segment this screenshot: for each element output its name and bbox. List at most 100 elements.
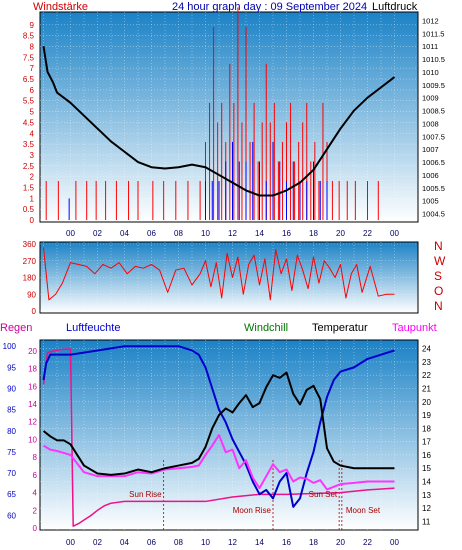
wind-tick-label: 3 <box>30 151 35 160</box>
x-tick-label: 10 <box>201 229 210 238</box>
legend-windchill: Windchill <box>244 322 288 334</box>
temperature-tick-label: 22 <box>422 371 431 380</box>
wind-tick-label: 0 <box>30 216 35 225</box>
temperature-tick-label: 13 <box>422 491 431 500</box>
wind-tick-label: 2.5 <box>23 162 35 171</box>
temperature-tick-label: 20 <box>422 398 431 407</box>
wind-tick-label: 5 <box>30 108 35 117</box>
compass-label: W <box>434 254 446 268</box>
wind-tick-label: 1 <box>30 194 35 203</box>
pressure-tick-label: 1005.5 <box>422 184 445 193</box>
humidity-tick-label: 90 <box>7 385 16 394</box>
humidity-line <box>42 345 395 508</box>
x-tick-label: 12 <box>228 229 237 238</box>
humidity-tick-label: 80 <box>7 427 16 436</box>
compass-label: S <box>434 269 442 283</box>
event-marker-label: Moon Rise <box>233 506 272 515</box>
legend-dewpoint: Taupunkt <box>392 322 437 334</box>
humidity-tick-label: 95 <box>7 363 16 372</box>
x-tick-label: 04 <box>120 229 129 238</box>
wind-tick-label: 2 <box>30 173 35 182</box>
event-marker-label: Sun Rise <box>129 490 162 499</box>
x-tick-label: 22 <box>363 229 372 238</box>
panel-wind-pressure <box>39 11 419 223</box>
legend-humidity: Luftfeuchte <box>66 322 120 334</box>
x-tick-label: 20 <box>336 538 345 547</box>
pressure-tick-label: 1009 <box>422 94 439 103</box>
pressure-tick-label: 1012 <box>422 16 439 25</box>
rain-tick-label: 18 <box>28 365 37 374</box>
pressure-tick-label: 1010 <box>422 68 439 77</box>
humidity-tick-label: 70 <box>7 469 16 478</box>
wind-tick-label: 5.5 <box>23 97 35 106</box>
x-tick-label: 00 <box>66 229 75 238</box>
legend-rain: Regen <box>0 322 32 334</box>
pressure-line <box>42 46 396 197</box>
event-marker-label: Sun Set <box>309 490 338 499</box>
rain-tick-label: 10 <box>28 435 37 444</box>
humidity-tick-label: 85 <box>7 406 16 415</box>
humidity-tick-label: 100 <box>3 342 17 351</box>
wind-tick-label: 3.5 <box>23 140 35 149</box>
temperature-tick-label: 24 <box>422 345 431 354</box>
wind-tick-label: 0.5 <box>23 205 35 214</box>
temperature-tick-label: 14 <box>422 478 431 487</box>
rain-tick-label: 12 <box>28 418 37 427</box>
x-tick-label: 06 <box>147 538 156 547</box>
x-tick-label: 10 <box>201 538 210 547</box>
rain-tick-label: 20 <box>28 347 37 356</box>
direction-tick-label: 360 <box>23 240 37 249</box>
wind-tick-label: 6 <box>30 86 35 95</box>
wind-tick-label: 1.5 <box>23 183 35 192</box>
x-tick-label: 04 <box>120 538 129 547</box>
x-tick-label: 06 <box>147 229 156 238</box>
x-tick-label: 00 <box>66 538 75 547</box>
temperature-tick-label: 21 <box>422 385 431 394</box>
temperature-tick-label: 11 <box>422 517 431 526</box>
direction-tick-label: 270 <box>23 257 37 266</box>
rain-tick-label: 8 <box>33 453 38 462</box>
x-tick-label: 18 <box>309 229 318 238</box>
x-tick-label: 16 <box>282 229 291 238</box>
wind-tick-label: 4 <box>30 129 35 138</box>
legend-temperature: Temperatur <box>312 322 368 334</box>
pressure-tick-label: 1011 <box>422 42 438 51</box>
wind-tick-label: 4.5 <box>23 118 35 127</box>
pressure-tick-label: 1007.5 <box>422 132 445 141</box>
pressure-tick-label: 1004.5 <box>422 210 445 219</box>
temperature-tick-label: 19 <box>422 411 431 420</box>
x-tick-label: 14 <box>255 538 264 547</box>
rain-tick-label: 14 <box>28 400 37 409</box>
pressure-tick-label: 1005 <box>422 197 439 206</box>
x-tick-label: 20 <box>336 229 345 238</box>
compass-label: O <box>434 284 443 298</box>
pressure-tick-label: 1010.5 <box>422 55 445 64</box>
rain-tick-label: 16 <box>28 382 37 391</box>
x-tick-label: 02 <box>93 229 102 238</box>
x-tick-label: 02 <box>93 538 102 547</box>
temperature-tick-label: 12 <box>422 504 431 513</box>
pressure-tick-label: 1006 <box>422 171 439 180</box>
x-tick-label: 22 <box>363 538 372 547</box>
dewpoint-line <box>42 434 395 491</box>
temperature-line <box>42 371 395 476</box>
compass-label: N <box>434 299 443 313</box>
direction-tick-label: 90 <box>27 290 36 299</box>
rain-tick-label: 2 <box>33 506 38 515</box>
rain-tick-label: 4 <box>33 489 38 498</box>
pressure-tick-label: 1008.5 <box>422 107 445 116</box>
panel-humidity-temperature <box>39 339 419 531</box>
x-tick-label: 00 <box>390 538 399 547</box>
pressure-tick-label: 1009.5 <box>422 81 445 90</box>
compass-label: N <box>434 239 443 253</box>
x-tick-label: 18 <box>309 538 318 547</box>
temperature-tick-label: 16 <box>422 451 431 460</box>
wind-tick-label: 8.5 <box>23 32 35 41</box>
x-tick-label: 14 <box>255 229 264 238</box>
temperature-tick-label: 23 <box>422 358 431 367</box>
x-tick-label: 08 <box>174 229 183 238</box>
humidity-tick-label: 75 <box>7 448 16 457</box>
pressure-axis-title: Luftdruck <box>372 1 418 13</box>
wind-tick-label: 8 <box>30 43 35 52</box>
